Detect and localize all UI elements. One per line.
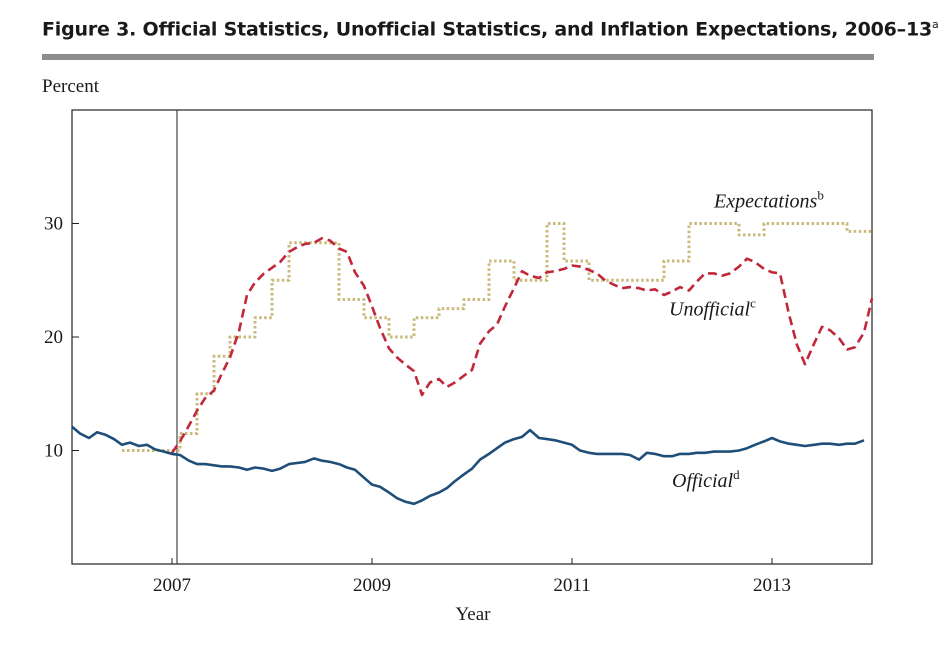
x-tick-label-2007: 2007 — [153, 575, 191, 596]
series-label-note-marker: c — [750, 295, 756, 310]
series-line-unofficial — [170, 237, 874, 454]
figure-title: Figure 3. Official Statistics, Unofficia… — [42, 18, 939, 40]
y-tick-label-20: 20 — [44, 327, 63, 348]
plot-area: 10 20 30 2007 2009 2011 2013 Expectationsb Unoff… — [44, 109, 874, 596]
title-rule — [42, 54, 874, 60]
figure-title-note-marker: a — [932, 18, 939, 31]
series-label-note-marker: d — [733, 467, 740, 482]
x-tick-label-2009: 2009 — [353, 575, 391, 596]
series-label-expectations: Expectationsb — [713, 188, 824, 213]
series-label-official: Officiald — [672, 467, 740, 492]
x-axis-label: Year — [455, 604, 491, 625]
plot-frame — [71, 109, 873, 565]
series-line-expectations — [122, 222, 872, 452]
series-label-note-marker: b — [817, 188, 824, 203]
y-axis-label: Percent — [42, 76, 100, 97]
y-tick-label-10: 10 — [44, 441, 63, 462]
series-label-unofficial: Unofficialc — [669, 295, 756, 320]
figure-title-text: Figure 3. Official Statistics, Unofficia… — [42, 18, 932, 41]
x-tick-label-2011: 2011 — [553, 575, 590, 596]
y-tick-label-30: 30 — [44, 214, 63, 235]
x-tick-label-2013: 2013 — [753, 575, 791, 596]
series-line-official — [71, 425, 865, 506]
